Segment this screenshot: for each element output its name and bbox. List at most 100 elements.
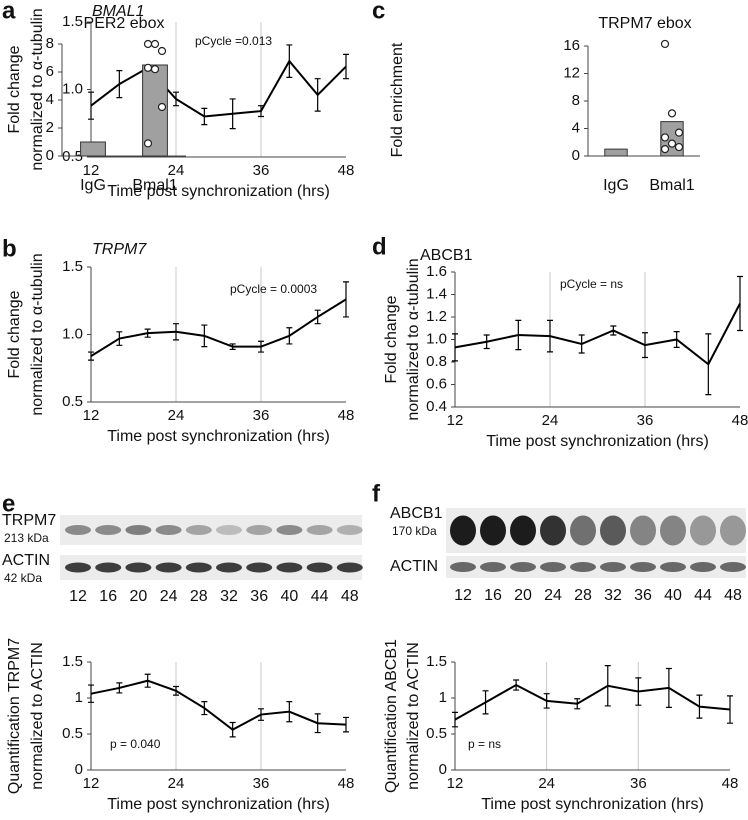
blot-band — [660, 562, 686, 572]
bar — [80, 141, 106, 157]
blot-band — [600, 515, 626, 546]
blot-size: 42 kDa — [4, 571, 42, 585]
y-axis-label: Fold change — [383, 295, 400, 383]
blot-size: 213 kDa — [4, 531, 49, 545]
y-tick-label: 1.0 — [62, 325, 83, 342]
x-axis-label: Time post synchronization (hrs) — [107, 796, 330, 813]
blot-band — [185, 525, 212, 535]
x-tick-label: Bmal1 — [132, 177, 177, 194]
blot-band — [276, 562, 303, 573]
blot-band — [155, 562, 182, 573]
y-tick-label: 0.8 — [426, 353, 447, 370]
blot-band — [540, 515, 566, 546]
blot-band — [336, 562, 363, 573]
y-tick-label: 6 — [46, 63, 54, 80]
y-tick-label: 4 — [572, 119, 580, 136]
replicate-point — [150, 65, 160, 74]
blot-band — [510, 562, 536, 572]
replicate-point — [157, 46, 167, 56]
y-axis-label: normalized to α-tubulin — [405, 258, 422, 420]
blot-band — [480, 515, 506, 546]
replicate-point — [143, 39, 153, 49]
y-tick-label: 0.5 — [62, 725, 83, 742]
x-tick-label: 48 — [338, 407, 355, 424]
lane-label: 16 — [99, 588, 117, 605]
y-tick-label: 1.0 — [62, 80, 83, 97]
blot-band — [125, 525, 152, 535]
y-axis-label: Fold enrichment — [389, 42, 406, 157]
y-axis-label: Fold change — [6, 45, 23, 133]
y-axis-label: normalized to α-tubulin — [29, 8, 46, 170]
y-tick-label: 1 — [75, 689, 83, 706]
lane-label: 40 — [664, 587, 682, 604]
y-tick-label: 0.6 — [426, 375, 447, 392]
blot-band — [216, 562, 242, 573]
y-tick-label: 1.0 — [426, 330, 447, 347]
x-tick-label: 48 — [338, 162, 355, 179]
blot-size: 170 kDa — [392, 524, 437, 538]
replicate-point — [674, 128, 684, 137]
x-tick-label: 48 — [732, 412, 748, 429]
y-axis-label: Fold change — [6, 290, 23, 378]
y-tick-label: 0.5 — [426, 725, 447, 742]
lane-label: 40 — [281, 588, 299, 605]
y-tick-label: 1.5 — [62, 258, 83, 275]
y-tick-label: 0.5 — [62, 393, 83, 410]
blot-band — [570, 562, 596, 572]
lane-label: 20 — [130, 588, 148, 605]
x-tick-label: IgG — [80, 177, 106, 194]
y-tick-label: 12 — [563, 64, 580, 81]
x-tick-label: 12 — [83, 162, 100, 179]
blot-band — [95, 562, 122, 573]
y-tick-label: 0 — [46, 147, 54, 164]
blot-band — [306, 562, 333, 573]
y-axis-label: normalized to ACTIN — [29, 642, 46, 790]
lane-label: 24 — [544, 587, 562, 604]
replicate-point — [674, 142, 684, 152]
y-tick-label: 1.5 — [426, 653, 447, 670]
panel-letter: e — [2, 490, 15, 517]
line — [90, 59, 347, 118]
blot-label: TRPM7 — [2, 512, 56, 529]
lane-label: 44 — [311, 588, 329, 605]
lane-label: 12 — [454, 587, 472, 604]
panel-title: BMAL1 — [92, 3, 144, 20]
x-tick-label: 12 — [83, 407, 100, 424]
blot-label: ACTIN — [390, 558, 438, 575]
x-tick-label: 24 — [168, 162, 185, 179]
replicate-point — [667, 139, 677, 148]
y-tick-label: 4 — [46, 91, 54, 108]
lane-label: 44 — [694, 587, 712, 604]
blot-band — [630, 515, 656, 546]
blot-band — [65, 562, 91, 573]
y-axis-label: Quantification TRPM7 — [6, 638, 23, 794]
lane-label: 24 — [160, 588, 178, 605]
replicate-point — [150, 39, 160, 49]
y-tick-label: 16 — [563, 37, 580, 54]
x-tick-label: Bmal1 — [649, 177, 694, 194]
y-tick-label: 1.2 — [426, 308, 447, 325]
replicate-point — [660, 39, 670, 49]
x-tick-label: 48 — [338, 775, 355, 792]
panel-letter: a — [2, 0, 16, 24]
line — [454, 303, 741, 366]
line — [90, 679, 347, 731]
annotation: pCycle = 0.0003 — [230, 282, 317, 296]
x-tick-label: 12 — [83, 775, 100, 792]
x-tick-label: 36 — [253, 407, 270, 424]
x-tick-label: 36 — [253, 162, 270, 179]
lane-label: 48 — [724, 587, 742, 604]
x-tick-label: 24 — [538, 775, 555, 792]
replicate-point — [667, 109, 677, 118]
x-tick-label: 12 — [447, 775, 464, 792]
x-axis-label: Time post synchronization (hrs) — [107, 428, 330, 445]
x-tick-label: 24 — [168, 407, 185, 424]
lane-label: 12 — [69, 588, 87, 605]
x-tick-label: IgG — [603, 177, 629, 194]
replicate-point — [143, 63, 153, 72]
blot-band — [336, 525, 363, 535]
lane-label: 36 — [250, 588, 268, 605]
lane-label: 36 — [634, 587, 652, 604]
blot-band — [306, 525, 333, 535]
lane-label: 28 — [574, 587, 592, 604]
